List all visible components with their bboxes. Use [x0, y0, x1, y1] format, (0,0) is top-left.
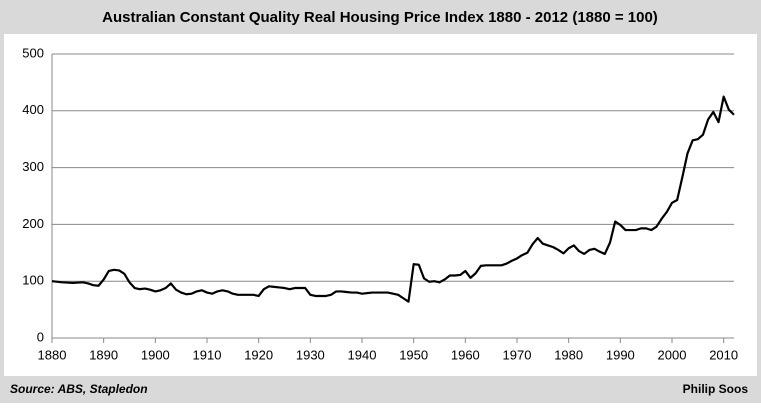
x-tick-label: 1920: [244, 347, 273, 362]
y-tick-label: 200: [22, 216, 44, 231]
x-tick-label: 1950: [399, 347, 428, 362]
source: Source: ABS, Stapledon: [10, 382, 148, 396]
x-tick-label: 1940: [348, 347, 377, 362]
y-tick-label: 100: [22, 273, 44, 288]
y-tick-label: 300: [22, 159, 44, 174]
x-tick-label: 1890: [89, 347, 118, 362]
x-tick-label: 1960: [451, 347, 480, 362]
x-tick-label: 1880: [38, 347, 67, 362]
x-tick-label: 1910: [193, 347, 222, 362]
x-tick-label: 1970: [503, 347, 532, 362]
x-tick-label: 1930: [296, 347, 325, 362]
author: Philip Soos: [683, 382, 749, 396]
x-tick-label: 1980: [554, 347, 583, 362]
line: [51, 95, 735, 303]
x-tick-label: 2010: [709, 347, 738, 362]
x-tick-label: 2000: [658, 347, 687, 362]
x-tick-label: 1990: [606, 347, 635, 362]
plot-background: [4, 34, 757, 376]
y-tick-label: 500: [22, 45, 44, 60]
x-tick-label: 1900: [141, 347, 170, 362]
chart-title: Australian Constant Quality Real Housing…: [102, 9, 658, 26]
y-tick-label: 400: [22, 102, 44, 117]
y-tick-label: 0: [37, 329, 44, 344]
